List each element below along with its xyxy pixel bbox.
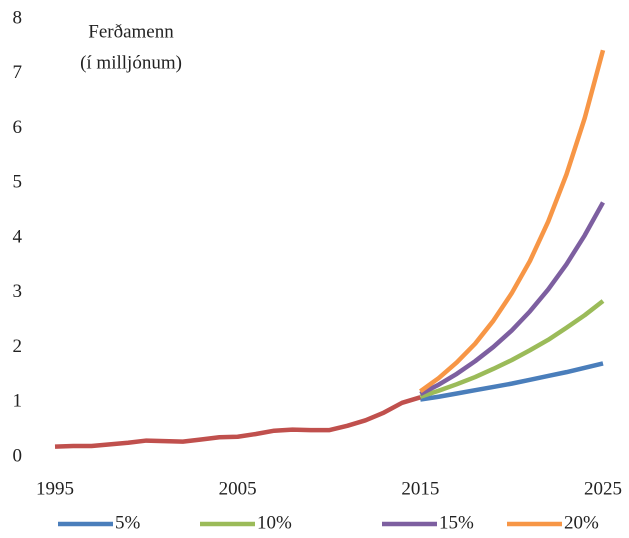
y-axis-label: Ferðamenn [88, 21, 174, 42]
y-tick-label: 5 [13, 172, 23, 193]
history-line [54, 395, 421, 449]
x-tick-label: 2015 [401, 478, 439, 499]
series-line [419, 201, 605, 397]
legend-label: 20% [564, 512, 599, 533]
y-tick-label: 0 [13, 445, 23, 466]
y-tick-label: 2 [13, 336, 23, 357]
x-tick-label: 1995 [36, 478, 74, 499]
y-tick-label: 4 [13, 226, 23, 247]
y-tick-label: 8 [13, 7, 23, 28]
y-tick-label: 1 [13, 391, 23, 412]
series-line [419, 299, 605, 399]
y-tick-label: 7 [13, 62, 23, 83]
series-line [419, 361, 604, 402]
y-tick-label: 6 [13, 117, 23, 138]
series-line [419, 49, 606, 394]
x-tick-label: 2005 [219, 478, 257, 499]
x-tick-label: 2025 [584, 478, 622, 499]
y-axis-label: (í milljónum) [80, 52, 182, 73]
legend-label: 15% [439, 512, 474, 533]
legend-label: 10% [257, 512, 292, 533]
legend-label: 5% [115, 512, 141, 533]
y-tick-label: 3 [13, 281, 23, 302]
